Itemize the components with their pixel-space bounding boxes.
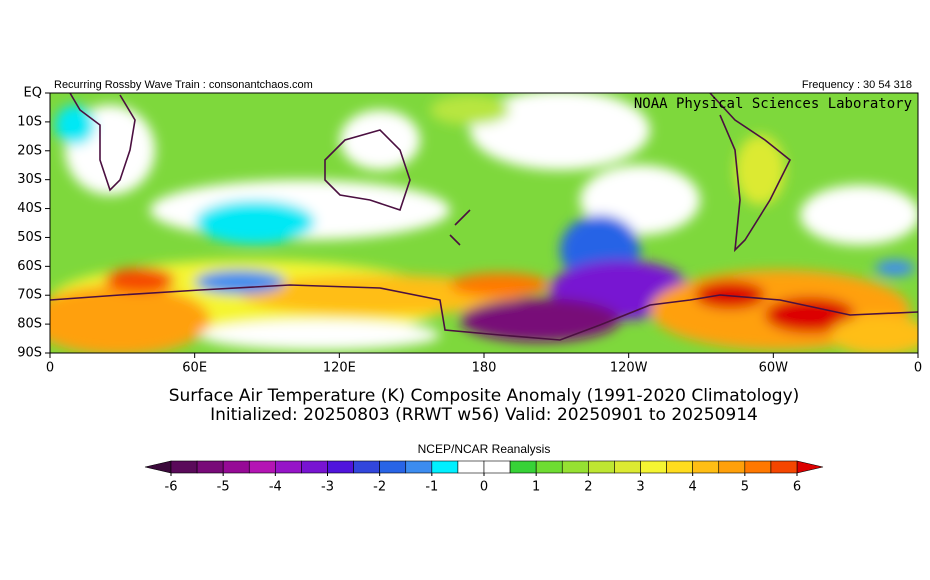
title-line: Surface Air Temperature (K) Composite An… — [169, 386, 800, 406]
colorbar-box — [588, 460, 615, 474]
colorbar-box — [301, 460, 328, 474]
colorbar-box — [509, 460, 537, 474]
title-line: Initialized: 20250803 (RRWT w56) Valid: … — [210, 405, 758, 425]
colorbar-over — [796, 460, 824, 474]
colorbar-tick-label: 3 — [636, 480, 644, 495]
colorbar-box — [666, 460, 693, 474]
y-tick-label: 40S — [17, 201, 42, 216]
y-tick-label: 80S — [17, 317, 42, 332]
colorbar-box — [353, 460, 380, 474]
y-tick-label: 30S — [17, 172, 42, 187]
colorbar-tick-label: 6 — [793, 480, 801, 495]
colorbar-tick-label: 0 — [480, 480, 488, 495]
colorbar-box — [275, 460, 302, 474]
colorbar-tick-label: -6 — [165, 480, 178, 495]
colorbar-tick-label: -2 — [373, 480, 386, 495]
header-left: Recurring Rossby Wave Train : consonantc… — [54, 79, 313, 91]
credit: NOAA Physical Sciences Laboratory — [634, 96, 912, 112]
colorbar-box — [222, 460, 250, 474]
y-tick-label: 60S — [17, 259, 42, 274]
colorbar-box — [535, 460, 563, 474]
colorbar-box — [196, 460, 224, 474]
x-tick-label: 60E — [182, 361, 207, 376]
colorbar-under — [144, 460, 172, 474]
y-tick-label: 70S — [17, 288, 42, 303]
x-tick-label: 0 — [914, 361, 922, 376]
x-tick-label: 0 — [46, 361, 54, 376]
colorbar-tick-label: 2 — [584, 480, 592, 495]
colorbar-box — [327, 460, 354, 474]
colorbar-title: NCEP/NCAR Reanalysis — [418, 442, 551, 456]
header-right: Frequency : 30 54 318 — [802, 79, 912, 91]
colorbar-box — [248, 460, 276, 474]
x-tick-label: 60W — [759, 361, 789, 376]
colorbar-box — [614, 460, 641, 474]
colorbar-box — [483, 460, 511, 474]
colorbar-tick-label: -1 — [425, 480, 438, 495]
colorbar-box — [431, 460, 459, 474]
colorbar-box — [379, 460, 407, 474]
coastlines — [50, 93, 918, 341]
colorbar-box — [770, 460, 798, 474]
x-tick-label: 120E — [323, 361, 356, 376]
colorbar-tick-label: 4 — [689, 480, 697, 495]
anomaly-field — [50, 93, 918, 353]
colorbar-tick-label: 1 — [532, 480, 540, 495]
y-tick-label: EQ — [24, 86, 42, 101]
colorbar-tick-label: -4 — [269, 480, 282, 495]
x-tick-label: 120W — [610, 361, 648, 376]
colorbar-box — [744, 460, 772, 474]
colorbar-box — [561, 460, 589, 474]
colorbar-box — [170, 460, 198, 474]
colorbar-box — [718, 460, 746, 474]
colorbar-box — [457, 460, 485, 474]
y-tick-label: 50S — [17, 230, 42, 245]
colorbar-box — [405, 460, 433, 474]
y-tick-label: 10S — [17, 114, 42, 129]
colorbar-tick-label: -5 — [217, 480, 230, 495]
colorbar-box — [640, 460, 667, 474]
y-tick-label: 20S — [17, 143, 42, 158]
colorbar-box — [692, 460, 720, 474]
x-tick-label: 180 — [472, 361, 497, 376]
colorbar-tick-label: -3 — [321, 480, 334, 495]
colorbar-tick-label: 5 — [741, 480, 749, 495]
y-tick-label: 90S — [17, 346, 42, 361]
